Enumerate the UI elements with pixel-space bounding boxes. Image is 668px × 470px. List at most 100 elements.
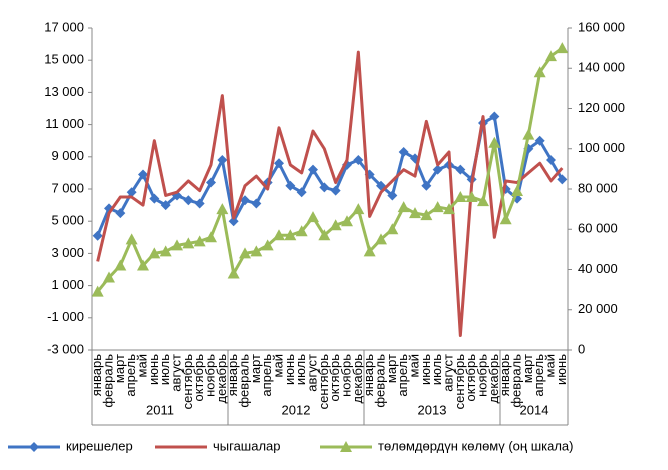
x-tick-label: август xyxy=(304,354,319,392)
point xyxy=(296,187,307,198)
point xyxy=(431,201,444,213)
y2-tick-label: 60 000 xyxy=(578,221,618,236)
point xyxy=(420,209,433,221)
point xyxy=(274,158,284,169)
legend-label: төлөмдөрдүн көлөмү (оң шкала) xyxy=(378,438,573,453)
y2-tick-label: 160 000 xyxy=(578,19,625,34)
point xyxy=(557,174,568,185)
point xyxy=(330,185,341,196)
point xyxy=(397,201,410,213)
x-tick-label: февраль xyxy=(236,354,251,408)
point xyxy=(318,229,331,241)
point xyxy=(171,239,183,251)
point xyxy=(126,187,137,198)
x-tick-label: май xyxy=(134,354,149,377)
group-label: 2011 xyxy=(146,402,174,417)
x-tick-label: апрель xyxy=(259,354,274,397)
point xyxy=(319,182,330,193)
x-tick-label: июнь xyxy=(554,354,569,385)
x-tick-label: февраль xyxy=(372,354,387,408)
x-tick-label: сентябрь xyxy=(452,354,467,410)
point xyxy=(193,235,206,247)
x-tick-label: июль xyxy=(157,354,172,385)
x-tick-label: октябрь xyxy=(463,354,478,402)
point xyxy=(240,195,250,206)
point xyxy=(92,230,103,241)
point xyxy=(114,259,127,271)
point xyxy=(386,223,399,235)
point xyxy=(285,180,296,191)
point xyxy=(477,195,489,207)
x-tick-label: сентябрь xyxy=(316,354,331,410)
point xyxy=(329,219,342,231)
y-tick-label: 7 000 xyxy=(51,180,84,195)
point xyxy=(182,237,195,249)
point xyxy=(421,180,432,191)
point xyxy=(387,190,398,201)
x-tick-label: март xyxy=(384,354,399,383)
point xyxy=(489,111,500,122)
legend-marker xyxy=(340,441,352,452)
point xyxy=(148,247,161,259)
point xyxy=(115,208,126,219)
y-tick-label: 15 000 xyxy=(44,52,84,67)
x-tick-label: октябрь xyxy=(191,354,206,402)
point xyxy=(250,245,263,257)
x-tick-label: июнь xyxy=(282,354,297,385)
legend-label: чыгашалар xyxy=(213,438,281,453)
y-tick-label: 1 000 xyxy=(51,277,84,292)
x-tick-label: февраль xyxy=(100,354,115,408)
y-tick-label: -3 000 xyxy=(47,341,84,356)
x-tick-label: ноябрь xyxy=(338,354,353,397)
x-tick-label: март xyxy=(112,354,127,383)
y2-tick-label: 80 000 xyxy=(578,180,618,195)
y2-tick-label: 40 000 xyxy=(578,261,618,276)
y-tick-label: 13 000 xyxy=(44,84,84,99)
point xyxy=(454,191,467,203)
x-tick-label: май xyxy=(270,354,285,377)
y-tick-label: -1 000 xyxy=(47,309,84,324)
y2-tick-label: 120 000 xyxy=(578,100,625,115)
x-tick-label: март xyxy=(520,354,535,383)
x-tick-label: сентябрь xyxy=(180,354,195,410)
x-tick-label: октябрь xyxy=(327,354,342,402)
point xyxy=(217,155,228,166)
point xyxy=(103,271,115,283)
point xyxy=(138,169,148,180)
point xyxy=(261,239,274,251)
point xyxy=(443,203,455,215)
x-tick-label: январь xyxy=(89,354,104,396)
point xyxy=(341,215,353,227)
x-tick-label: ноябрь xyxy=(202,354,217,397)
point xyxy=(160,200,171,211)
point xyxy=(432,164,443,175)
point xyxy=(295,225,308,237)
x-tick-label: ноябрь xyxy=(474,354,489,397)
y-tick-label: 5 000 xyxy=(51,213,84,228)
point xyxy=(353,155,364,166)
point xyxy=(205,231,217,243)
y2-tick-label: 140 000 xyxy=(578,60,625,75)
x-tick-label: декабрь xyxy=(350,354,365,404)
point xyxy=(239,247,251,259)
y-tick-label: 9 000 xyxy=(51,148,84,163)
point xyxy=(534,135,545,146)
point xyxy=(499,213,512,225)
point xyxy=(137,259,149,271)
group-label: 2012 xyxy=(282,402,311,417)
x-tick-label: июнь xyxy=(146,354,161,385)
x-tick-label: декабрь xyxy=(214,354,229,404)
point xyxy=(227,267,240,279)
point xyxy=(251,198,262,209)
group-label: 2014 xyxy=(520,402,549,417)
point xyxy=(522,128,535,140)
point xyxy=(91,285,104,297)
point xyxy=(546,155,556,166)
y2-tick-label: 100 000 xyxy=(578,140,625,155)
group-label: 2013 xyxy=(418,402,447,417)
point xyxy=(533,66,546,78)
point xyxy=(488,136,501,148)
point xyxy=(352,203,365,215)
point xyxy=(398,146,409,157)
